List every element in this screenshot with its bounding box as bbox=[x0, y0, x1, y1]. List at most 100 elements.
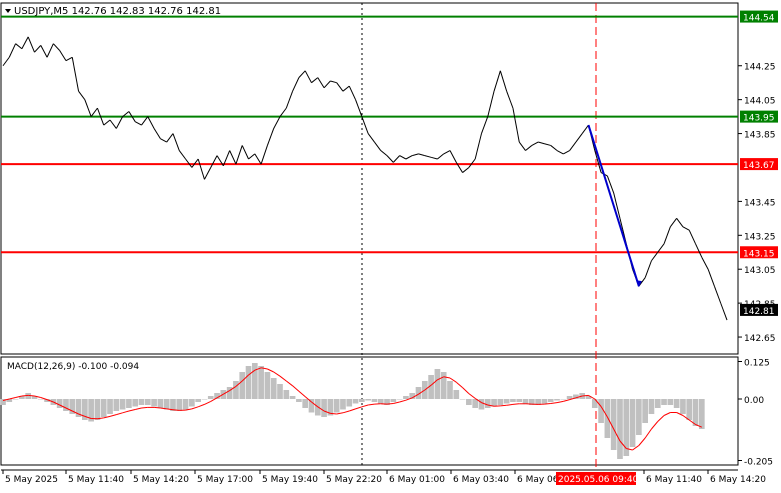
macd-bar bbox=[283, 390, 289, 399]
macd-bar bbox=[158, 399, 164, 408]
macd-bar bbox=[447, 381, 453, 399]
macd-bar bbox=[661, 399, 667, 405]
macd-signal-segment bbox=[582, 395, 588, 396]
macd-bar bbox=[252, 363, 258, 399]
macd-bar bbox=[372, 399, 378, 402]
macd-bar bbox=[623, 399, 629, 456]
time-tick-label: 5 May 2025 bbox=[5, 475, 58, 485]
macd-bar bbox=[479, 399, 485, 410]
time-tick-label: 5 May 17:00 bbox=[197, 475, 253, 485]
price-y-axis: 144.25144.05143.85143.45143.25143.05142.… bbox=[738, 63, 778, 344]
macd-tick-label: -0.205 bbox=[744, 458, 773, 468]
macd-bar bbox=[176, 399, 182, 411]
macd-bar bbox=[309, 399, 315, 413]
symbol-header: USDJPY,M5 142.76 142.83 142.76 142.81 bbox=[14, 6, 221, 17]
macd-signal-segment bbox=[513, 404, 519, 405]
macd-bar bbox=[598, 399, 604, 423]
macd-bar bbox=[145, 399, 151, 405]
macd-bar bbox=[195, 399, 201, 402]
macd-bar bbox=[378, 399, 384, 404]
price-tick-label: 143.05 bbox=[744, 266, 776, 276]
macd-bar bbox=[630, 399, 636, 447]
macd-bar bbox=[617, 399, 623, 459]
level-label-143.67: 143.67 bbox=[743, 161, 775, 171]
macd-bar bbox=[334, 399, 340, 413]
macd-bar bbox=[390, 399, 396, 402]
macd-bar bbox=[472, 399, 478, 408]
macd-bar bbox=[453, 390, 459, 399]
level-label-143.15: 143.15 bbox=[743, 249, 775, 259]
macd-bar bbox=[340, 399, 346, 410]
macd-bar bbox=[246, 366, 252, 399]
macd-bar bbox=[126, 399, 132, 408]
macd-bar bbox=[202, 399, 208, 400]
macd-bar bbox=[548, 399, 554, 402]
macd-bar bbox=[686, 399, 692, 420]
macd-signal-segment bbox=[500, 405, 506, 406]
macd-header: MACD(12,26,9) -0.100 -0.094 bbox=[7, 362, 139, 372]
macd-bar bbox=[605, 399, 611, 438]
macd-bar bbox=[699, 399, 705, 429]
macd-bar bbox=[113, 399, 119, 411]
time-tick-label: 5 May 22:20 bbox=[326, 475, 382, 485]
macd-bar bbox=[435, 369, 441, 399]
macd-bar bbox=[353, 399, 359, 404]
macd-bar bbox=[151, 399, 157, 407]
macd-signal-segment bbox=[154, 407, 160, 408]
macd-bar bbox=[560, 399, 566, 400]
price-tick-label: 144.25 bbox=[744, 63, 776, 73]
macd-bar bbox=[636, 399, 642, 435]
macd-signal-segment bbox=[330, 413, 336, 414]
macd-bar bbox=[57, 399, 63, 408]
price-tick-label: 143.25 bbox=[744, 232, 776, 242]
macd-bar bbox=[649, 399, 655, 414]
macd-bar bbox=[655, 399, 661, 408]
macd-bar bbox=[365, 399, 371, 401]
macd-bar bbox=[13, 399, 19, 400]
macd-bar bbox=[642, 399, 648, 423]
time-tick-label: 6 May 06 bbox=[517, 475, 559, 485]
price-tick-label: 142.65 bbox=[744, 334, 776, 344]
macd-bar bbox=[466, 399, 472, 405]
price-tick-label: 144.05 bbox=[744, 97, 776, 107]
macd-bar bbox=[504, 399, 510, 404]
macd-bar bbox=[233, 381, 239, 399]
macd-bar bbox=[397, 399, 403, 400]
price-panel-frame bbox=[1, 3, 738, 354]
macd-bar bbox=[101, 399, 107, 417]
macd-bar bbox=[460, 399, 466, 400]
time-tick-label: 6 May 03:40 bbox=[453, 475, 509, 485]
time-tick-label: 6 May 01:00 bbox=[389, 475, 445, 485]
macd-bar bbox=[95, 399, 101, 420]
macd-bar bbox=[680, 399, 686, 414]
macd-bar bbox=[693, 399, 699, 426]
macd-signal-segment bbox=[544, 404, 550, 405]
macd-bar bbox=[498, 399, 504, 405]
macd-bar bbox=[164, 399, 170, 410]
macd-bar bbox=[38, 399, 44, 400]
macd-bar bbox=[189, 399, 195, 407]
macd-bar bbox=[516, 399, 522, 402]
macd-bar bbox=[271, 378, 277, 399]
macd-bar bbox=[139, 399, 145, 405]
macd-signal-segment bbox=[142, 407, 148, 408]
macd-bar bbox=[359, 399, 365, 402]
macd-bar bbox=[321, 399, 327, 417]
macd-bar bbox=[208, 396, 214, 399]
macd-tick-label: 0.125 bbox=[744, 359, 770, 369]
macd-bar bbox=[107, 399, 113, 414]
macd-bar bbox=[132, 399, 138, 407]
macd-bar bbox=[592, 399, 598, 408]
price-tick-label: 143.85 bbox=[744, 131, 776, 141]
macd-bar bbox=[485, 399, 491, 408]
macd-bar bbox=[441, 372, 447, 399]
macd-bar bbox=[523, 399, 529, 404]
macd-bar bbox=[542, 399, 548, 404]
current-price-label: 142.81 bbox=[743, 307, 775, 317]
macd-bar bbox=[183, 399, 189, 410]
macd-bar bbox=[290, 396, 296, 399]
macd-bar bbox=[674, 399, 680, 408]
